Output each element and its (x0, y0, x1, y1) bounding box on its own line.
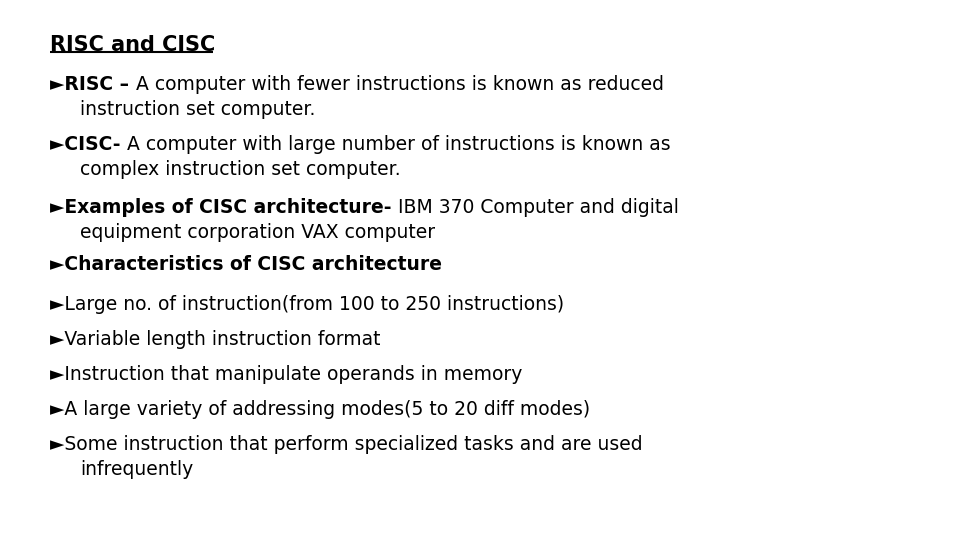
Text: ►Large no. of instruction(from 100 to 250 instructions): ►Large no. of instruction(from 100 to 25… (50, 295, 564, 314)
Text: ►CISC-: ►CISC- (50, 135, 127, 154)
Text: ►Examples of CISC architecture-: ►Examples of CISC architecture- (50, 198, 398, 217)
Text: infrequently: infrequently (80, 460, 193, 479)
Text: ►Characteristics of CISC architecture: ►Characteristics of CISC architecture (50, 255, 442, 274)
Text: instruction set computer.: instruction set computer. (80, 100, 316, 119)
Text: complex instruction set computer.: complex instruction set computer. (80, 160, 400, 179)
Text: RISC and CISC: RISC and CISC (50, 35, 215, 55)
Text: ►Instruction that manipulate operands in memory: ►Instruction that manipulate operands in… (50, 365, 522, 384)
Text: ►A large variety of addressing modes(5 to 20 diff modes): ►A large variety of addressing modes(5 t… (50, 400, 590, 419)
Text: A computer with large number of instructions is known as: A computer with large number of instruct… (127, 135, 671, 154)
Text: ►Some instruction that perform specialized tasks and are used: ►Some instruction that perform specializ… (50, 435, 642, 454)
Text: IBM 370 Computer and digital: IBM 370 Computer and digital (398, 198, 679, 217)
Text: ►Variable length instruction format: ►Variable length instruction format (50, 330, 380, 349)
Text: ►RISC –: ►RISC – (50, 75, 135, 94)
Text: A computer with fewer instructions is known as reduced: A computer with fewer instructions is kn… (135, 75, 663, 94)
Text: equipment corporation VAX computer: equipment corporation VAX computer (80, 223, 435, 242)
